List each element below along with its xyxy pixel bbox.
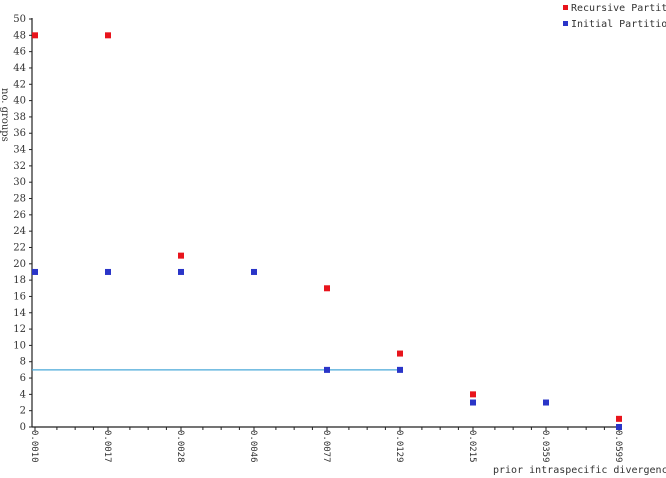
y-tick-label: 18 bbox=[13, 275, 26, 286]
data-point-initial bbox=[251, 268, 257, 275]
data-point-recursive bbox=[32, 32, 38, 39]
marks bbox=[32, 32, 622, 430]
y-tick-label: 32 bbox=[13, 161, 26, 172]
y-tick-label: 28 bbox=[13, 194, 26, 205]
y-tick-label: 46 bbox=[13, 47, 26, 58]
legend-swatch bbox=[563, 21, 568, 26]
legend: Recursive Partition Initial Partition bbox=[563, 3, 666, 30]
data-point-initial bbox=[105, 268, 111, 275]
y-tick-label: 40 bbox=[13, 96, 26, 107]
y-tick-label: 4 bbox=[20, 389, 26, 400]
data-point-initial bbox=[178, 268, 184, 275]
data-point-recursive bbox=[616, 415, 622, 422]
data-point-recursive bbox=[324, 285, 330, 292]
y-tick-label: 16 bbox=[13, 291, 26, 302]
x-tick-label: 0.0077 bbox=[321, 430, 331, 463]
y-tick-label: 2 bbox=[20, 406, 26, 417]
y-tick-label: 30 bbox=[13, 177, 26, 188]
legend-label: Recursive Partition bbox=[571, 3, 666, 14]
y-tick-label: 26 bbox=[13, 210, 26, 221]
y-tick-label: 6 bbox=[20, 373, 26, 384]
x-tick-label: 0.0215 bbox=[467, 430, 477, 463]
y-axis-label: no. groups bbox=[0, 88, 10, 142]
y-tick-label: 50 bbox=[13, 14, 26, 25]
y-tick-label: 44 bbox=[13, 63, 26, 74]
y-tick-label: 42 bbox=[13, 79, 26, 90]
data-point-recursive bbox=[397, 350, 403, 357]
x-tick-label: 0.0017 bbox=[102, 430, 112, 463]
y-tick-label: 24 bbox=[13, 226, 26, 237]
data-point-initial bbox=[32, 268, 38, 275]
data-point-recursive bbox=[105, 32, 111, 39]
y-tick-label: 48 bbox=[13, 30, 26, 41]
x-tick-label: 0.0028 bbox=[175, 430, 185, 463]
data-point-recursive bbox=[178, 252, 184, 259]
data-point-initial bbox=[324, 366, 330, 373]
y-tick-label: 8 bbox=[20, 357, 26, 368]
y-tick-label: 36 bbox=[13, 128, 26, 139]
data-point-initial bbox=[470, 399, 476, 406]
x-tick-label: 0.0129 bbox=[394, 430, 404, 463]
y-tick-label: 22 bbox=[13, 242, 26, 253]
y-tick-label: 34 bbox=[13, 145, 26, 156]
x-tick-label: 0.0046 bbox=[248, 430, 258, 463]
axes: 0246810121416182022242628303234363840424… bbox=[13, 14, 623, 463]
legend-label: Initial Partition bbox=[571, 19, 666, 30]
y-tick-label: 14 bbox=[13, 308, 26, 319]
x-tick-label: 0.0599 bbox=[613, 430, 623, 463]
y-tick-label: 20 bbox=[13, 259, 26, 270]
legend-swatch bbox=[563, 5, 568, 10]
y-tick-label: 10 bbox=[13, 340, 26, 351]
x-axis-label: prior intraspecific divergence (P) bbox=[493, 465, 666, 476]
data-point-initial bbox=[543, 399, 549, 406]
x-tick-label: 0.0359 bbox=[540, 430, 550, 463]
data-point-initial bbox=[616, 424, 622, 430]
data-point-recursive bbox=[470, 391, 476, 398]
x-tick-label: 0.0010 bbox=[29, 430, 39, 463]
y-tick-label: 38 bbox=[13, 112, 26, 123]
y-tick-label: 12 bbox=[13, 324, 26, 335]
data-point-initial bbox=[397, 366, 403, 373]
y-tick-label: 0 bbox=[20, 422, 26, 433]
